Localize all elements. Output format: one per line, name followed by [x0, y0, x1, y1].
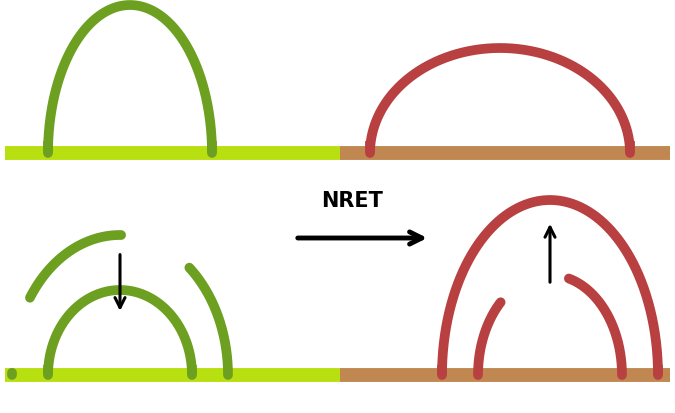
Text: NRET: NRET	[321, 190, 383, 211]
